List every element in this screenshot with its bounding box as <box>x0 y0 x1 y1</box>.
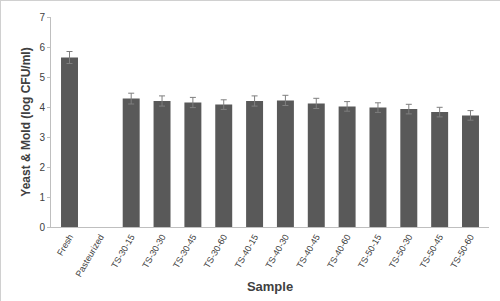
svg-text:TS-50-15: TS-50-15 <box>356 233 383 271</box>
svg-text:Yeast & Mold (log CFU/ml): Yeast & Mold (log CFU/ml) <box>19 47 33 196</box>
svg-text:1: 1 <box>39 192 45 203</box>
svg-text:TS-40-15: TS-40-15 <box>233 233 260 271</box>
svg-text:TS-40-60: TS-40-60 <box>325 233 352 271</box>
svg-text:Fresh: Fresh <box>55 233 75 258</box>
svg-text:TS-40-45: TS-40-45 <box>294 233 321 271</box>
svg-text:TS-30-15: TS-30-15 <box>109 233 136 271</box>
svg-text:2: 2 <box>39 162 45 173</box>
svg-text:0: 0 <box>39 222 45 233</box>
svg-text:Pasteurized: Pasteurized <box>74 233 106 279</box>
svg-text:TS-30-60: TS-30-60 <box>202 233 229 271</box>
svg-text:TS-30-45: TS-30-45 <box>171 233 198 271</box>
svg-text:TS-50-45: TS-50-45 <box>418 233 445 271</box>
svg-text:4: 4 <box>39 102 45 113</box>
svg-text:TS-50-60: TS-50-60 <box>449 233 476 271</box>
svg-text:5: 5 <box>39 72 45 83</box>
svg-text:7: 7 <box>39 12 45 23</box>
svg-text:Sample: Sample <box>247 279 293 294</box>
svg-text:6: 6 <box>39 42 45 53</box>
svg-text:TS-40-30: TS-40-30 <box>264 233 291 271</box>
svg-text:TS-50-30: TS-50-30 <box>387 233 414 271</box>
svg-text:TS-30-30: TS-30-30 <box>140 233 167 271</box>
svg-text:3: 3 <box>39 132 45 143</box>
